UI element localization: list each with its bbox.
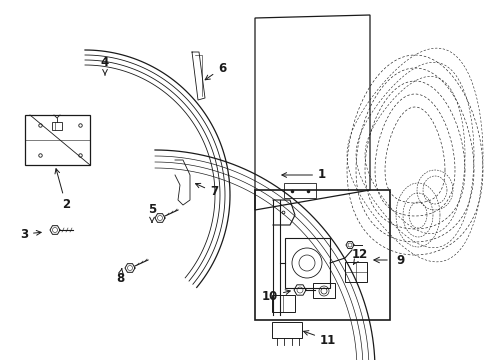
- Text: 1: 1: [281, 168, 325, 181]
- Text: 11: 11: [303, 330, 336, 346]
- Text: 5: 5: [147, 203, 156, 222]
- Bar: [271, 322, 302, 338]
- Text: 3: 3: [20, 228, 41, 240]
- Bar: [345, 262, 366, 282]
- Text: 6: 6: [205, 62, 226, 80]
- Bar: [254, 190, 389, 320]
- Text: 4: 4: [101, 57, 109, 75]
- Text: 12: 12: [351, 248, 367, 265]
- Text: 2: 2: [55, 169, 70, 211]
- Text: 7: 7: [195, 183, 218, 198]
- Text: 8: 8: [116, 269, 124, 284]
- Text: 10: 10: [261, 289, 290, 302]
- Text: 9: 9: [395, 253, 404, 266]
